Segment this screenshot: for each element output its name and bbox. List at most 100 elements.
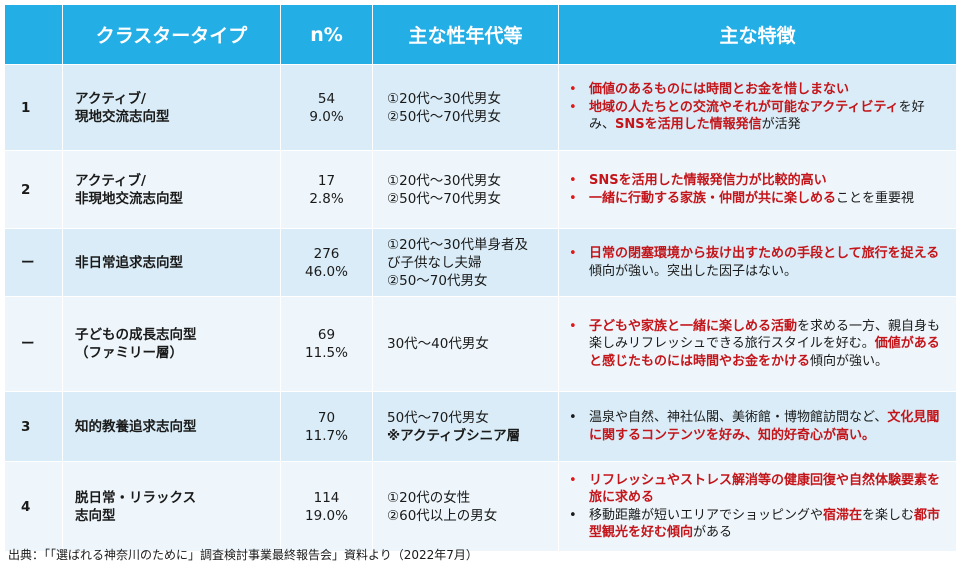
header-cluster-type: クラスタータイプ <box>62 4 281 65</box>
feature-item: • 一緒に行動する家族・仲間が共に楽しめることを重要視 <box>567 190 946 208</box>
table-row: ー子どもの成長志向型 （ファミリー層） 69 11.5% 30代～40代男女 • 子どもや家… <box>4 296 957 392</box>
feature-highlight-text: 文化見聞に関するコンテンツを好み、知的好奇心が高い。 <box>589 410 940 443</box>
feature-highlight-text: 価値のあるものには時間とお金を惜しまない <box>589 82 850 98</box>
bullet-icon: • <box>569 246 577 261</box>
bullet-icon: • <box>569 472 577 488</box>
age-group-cell: 30代～40代男女 <box>372 296 559 392</box>
feature-text: ことを重要視 <box>836 190 915 206</box>
age-group-line: ②50代～70代男女 <box>387 190 501 207</box>
n-percent-cell: 69 11.5% <box>280 296 373 392</box>
bullet-icon: • <box>569 82 577 98</box>
feature-item: • 子どもや家族と一緒に楽しめる活動を求める一方、親自身も楽しみリフレッシュできる… <box>567 318 946 371</box>
bullet-icon: • <box>569 507 577 523</box>
feature-text: 温泉や自然、神社仏閣、美術館・博物館訪問など、 <box>589 410 888 425</box>
cluster-type-line: 非現地交流志向型 <box>75 190 183 207</box>
age-group-line: ①20代～30代男女 <box>387 90 501 107</box>
row-number: 3 <box>4 391 63 462</box>
header-age-group: 主な性年代等 <box>372 4 559 65</box>
feature-text: 移動距離が短いエリアでショッピングや <box>589 507 824 523</box>
age-group-line: 50代～70代男女 <box>387 409 489 426</box>
row-number: ー <box>4 228 63 297</box>
feature-highlight-text: 地域の人たちとの交流やそれが可能なアクティビティ <box>589 99 899 115</box>
age-group-line: び子供なし夫婦 <box>387 254 482 271</box>
cluster-type-line: 現地交流志向型 <box>75 108 170 125</box>
cluster-type-line: アクティブ/ <box>75 90 146 107</box>
feature-list: • リフレッシュやストレス解消等の健康回復や自然体験要素を旅に求める • 移動距離が短… <box>567 472 946 542</box>
cluster-type-cell: 子どもの成長志向型 （ファミリー層） <box>62 296 281 392</box>
age-group-cell: ①20代～30代単身者及 び子供なし夫婦 ②50～70代男女 <box>372 228 559 297</box>
bullet-icon: • <box>569 318 577 334</box>
cluster-type-line: 子どもの成長志向型 <box>75 327 197 343</box>
feature-item: • 日常の閉塞環境から抜け出すための手段として旅行を捉える傾向が強い。突出した因子… <box>567 245 946 280</box>
feature-item: • 温泉や自然、神社仏閣、美術館・博物館訪問など、文化見聞に関するコンテンツを好み… <box>567 409 946 444</box>
feature-item: • 価値のあるものには時間とお金を惜しまない <box>567 81 946 99</box>
features-cell: • リフレッシュやストレス解消等の健康回復や自然体験要素を旅に求める • 移動距離が短… <box>558 461 957 552</box>
age-group-line: 30代～40代男女 <box>387 336 489 352</box>
feature-text: 傾向が強い。突出した因子はない。 <box>589 263 798 279</box>
sample-count: 69 <box>317 327 336 343</box>
cluster-type-cell: アクティブ/非現地交流志向型 <box>62 150 281 229</box>
n-percent-cell: 114 19.0% <box>280 461 373 552</box>
feature-list: • 子どもや家族と一緒に楽しめる活動を求める一方、親自身も楽しみリフレッシュできる… <box>567 318 946 371</box>
table-row: 2 アクティブ/非現地交流志向型 17 2.8% ①20代～30代男女 ②50代～70代男… <box>4 150 957 229</box>
feature-item: • リフレッシュやストレス解消等の健康回復や自然体験要素を旅に求める <box>567 472 946 507</box>
age-group-line: ※アクティブシニア層 <box>387 427 521 444</box>
feature-highlight-text: 子どもや家族と一緒に楽しめる活動 <box>589 318 798 334</box>
age-group-cell: ①20代～30代男女 ②50代～70代男女 <box>372 64 559 151</box>
feature-text: が活発 <box>761 117 801 133</box>
feature-highlight-text: SNSを活用した情報発信 <box>615 117 762 133</box>
table-row: 4 脱日常・リラックス 志向型 114 19.0% ①20代の女性 ②60代以上の男女 • リフ… <box>4 461 957 552</box>
feature-highlight-text: 一緒に行動する家族・仲間が共に楽しめる <box>589 190 837 206</box>
table-row: 3 知的教養追求志向型 70 11.7% 50代～70代男女 ※アクティブシニア層 • 温泉や… <box>4 391 957 462</box>
sample-count: 276 <box>313 245 340 262</box>
feature-highlight-text: 都市型観光を好む傾向 <box>589 507 941 541</box>
row-number: 4 <box>4 461 63 552</box>
age-group-line: ①20代～30代男女 <box>387 172 501 189</box>
age-group-cell: 50代～70代男女 ※アクティブシニア層 <box>372 391 559 462</box>
feature-item: • 移動距離が短いエリアでショッピングや宿滞在を楽しむ都市型観光を好む傾向がある <box>567 507 946 542</box>
header-features: 主な特徴 <box>558 4 957 65</box>
feature-list: • 日常の閉塞環境から抜け出すための手段として旅行を捉える傾向が強い。突出した因子… <box>567 245 946 280</box>
age-group-cell: ①20代～30代男女 ②50代～70代男女 <box>372 150 559 229</box>
table-header: クラスタータイプ n% 主な性年代等 主な特徴 <box>4 4 957 65</box>
cluster-type-line: 非日常追求志向型 <box>75 254 183 271</box>
age-group-cell: ①20代の女性 ②60代以上の男女 <box>372 461 559 552</box>
feature-text: を求める一方、親自身も楽しみリフレッシュできる旅行スタイルを好む。 <box>589 318 941 352</box>
sample-count: 54 <box>317 90 336 107</box>
feature-list: • 温泉や自然、神社仏閣、美術館・博物館訪問など、文化見聞に関するコンテンツを好み… <box>567 409 946 444</box>
feature-highlight-text: 日常の閉塞環境から抜け出すための手段として旅行を捉える <box>589 246 940 261</box>
cluster-type-cell: 非日常追求志向型 <box>62 228 281 297</box>
header-index-cell <box>4 4 63 65</box>
feature-highlight-text: リフレッシュやストレス解消等の健康回復や自然体験要素を旅に求める <box>589 472 941 506</box>
row-number: ー <box>4 296 63 392</box>
sample-percent: 2.8% <box>309 190 344 207</box>
cluster-type-line: （ファミリー層） <box>75 345 183 361</box>
feature-highlight-text: SNSを活用した情報発信力が比較的高い <box>589 173 827 188</box>
features-cell: • 価値のあるものには時間とお金を惜しまない • 地域の人たちとの交流やそれが可能なア… <box>558 64 957 151</box>
table-body: 1 アクティブ/現地交流志向型 54 9.0% ①20代～30代男女 ②50代～70代男女… <box>4 64 957 552</box>
cluster-type-line: 知的教養追求志向型 <box>75 418 197 435</box>
feature-item: • SNSを活用した情報発信力が比較的高い <box>567 172 946 190</box>
sample-percent: 19.0% <box>305 507 348 524</box>
header-n-percent: n% <box>280 4 373 65</box>
cluster-type-cell: 知的教養追求志向型 <box>62 391 281 462</box>
n-percent-cell: 54 9.0% <box>280 64 373 151</box>
features-cell: • SNSを活用した情報発信力が比較的高い • 一緒に行動する家族・仲間が共に楽しめる… <box>558 150 957 229</box>
cluster-type-cell: アクティブ/現地交流志向型 <box>62 64 281 151</box>
n-percent-cell: 17 2.8% <box>280 150 373 229</box>
age-group-line: ②50～70代男女 <box>387 272 488 289</box>
cluster-type-line: アクティブ/ <box>75 172 146 189</box>
sample-count: 114 <box>313 489 340 506</box>
sample-count: 17 <box>317 172 336 189</box>
cluster-type-line: 脱日常・リラックス <box>75 489 197 506</box>
row-number: 1 <box>4 64 63 151</box>
source-note: 出典：「「選ばれる神奈川のために」調査検討事業最終報告会」資料より（2022年7… <box>8 548 478 562</box>
features-cell: • 日常の閉塞環境から抜け出すための手段として旅行を捉える傾向が強い。突出した因子… <box>558 228 957 297</box>
age-group-line: ①20代～30代単身者及 <box>387 236 528 253</box>
age-group-line: ①20代の女性 <box>387 489 471 506</box>
sample-percent: 11.7% <box>305 427 348 444</box>
feature-text: 傾向が強い。 <box>810 353 889 369</box>
sample-count: 70 <box>317 409 336 426</box>
age-group-line: ②60代以上の男女 <box>387 507 498 524</box>
n-percent-cell: 70 11.7% <box>280 391 373 462</box>
